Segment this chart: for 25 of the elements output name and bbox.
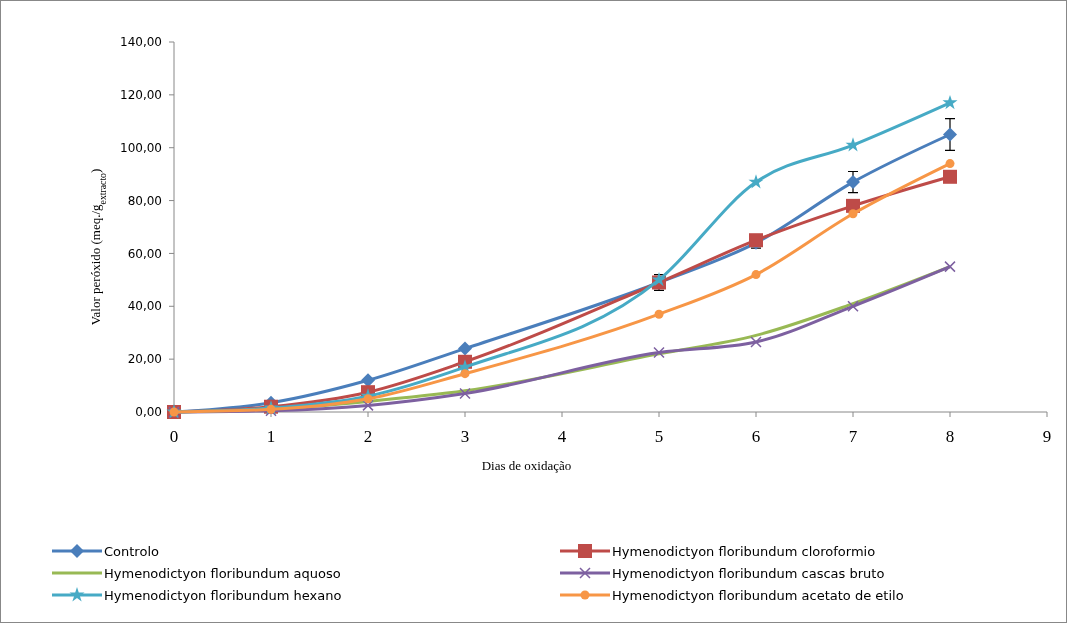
x-tick-label: 7 [848,427,858,446]
y-tick-label: 0,00 [135,405,162,420]
y-tick-label: 40,00 [127,299,162,314]
legend-label: Hymenodictyon floribundum cloroformio [612,543,876,559]
legend-label: Hymenodictyon floribundum hexano [104,587,342,603]
y-tick-label: 80,00 [127,193,162,208]
y-tick-label: 60,00 [127,246,162,261]
y-tick-label: 120,00 [120,88,162,103]
legend-label: Hymenodictyon floribundum aquoso [104,565,341,581]
y-tick-label: 140,00 [120,35,162,50]
x-tick-label: 5 [654,427,664,446]
legend-label: Hymenodictyon floribundum acetato de etilo [612,587,904,603]
y-tick-label: 100,00 [120,140,162,155]
x-tick-label: 3 [460,427,470,446]
x-tick-label: 2 [363,427,373,446]
x-tick-label: 4 [557,427,567,446]
legend-label: Hymenodictyon floribundum cascas bruto [612,565,885,581]
legend-label: Controlo [104,543,159,559]
y-tick-label: 20,00 [127,352,162,367]
x-tick-label: 1 [266,427,276,446]
x-tick-label: 8 [945,427,955,446]
x-tick-label: 0 [169,427,179,446]
x-tick-label: 9 [1042,427,1052,446]
x-tick-label: 6 [751,427,761,446]
x-axis-title: Dias de oxidação [481,458,572,473]
